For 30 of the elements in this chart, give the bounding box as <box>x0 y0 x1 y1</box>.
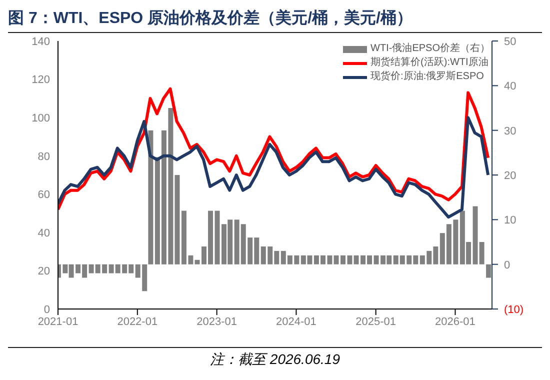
y2-tick-label: (10) <box>504 304 524 316</box>
x-tick-label: 2023-01 <box>196 316 237 328</box>
y2-tick-label: 40 <box>504 80 516 93</box>
y2-tick-label: 30 <box>504 125 516 138</box>
bar <box>486 264 492 278</box>
x-tick-label: 2025-01 <box>356 316 396 328</box>
line-series <box>58 87 490 211</box>
legend-label: WTI-俄油EPSO价差（右） <box>370 42 490 56</box>
y-tick-label: 120 <box>32 74 50 86</box>
text: 注：截至 2026.06.19 <box>209 351 341 369</box>
y-tick-label: 80 <box>38 150 50 163</box>
chart-title: 图 7：WTI、ESPO 原油价格及价差（美元/桶，美元/桶） <box>8 8 542 33</box>
x-tick-label: 2022-01 <box>117 316 158 328</box>
x-tick-label: 2026-01 <box>435 316 476 328</box>
y-tick-label: 140 <box>32 36 50 48</box>
y2-tick-label: 50 <box>504 36 516 48</box>
legend-label: 现货价:原油:俄罗斯ESPO <box>370 70 484 84</box>
y-tick-label: 100 <box>32 112 50 124</box>
y-tick-label: 0 <box>44 304 50 316</box>
y2-tick-label: 20 <box>504 170 516 182</box>
bar <box>148 130 154 264</box>
y2-tick-label: 10 <box>504 214 516 227</box>
line-series <box>58 116 490 219</box>
x-tick-label: 2024-01 <box>276 316 316 328</box>
y-tick-label: 60 <box>38 189 50 202</box>
y-tick-label: 40 <box>38 227 50 240</box>
y2-tick-label: 0 <box>504 259 510 272</box>
x-tick-label: 2021-01 <box>38 316 78 328</box>
y-tick-label: 20 <box>38 266 50 278</box>
legend-label: 期货结算价(活跃):WTI原油 <box>370 56 488 70</box>
